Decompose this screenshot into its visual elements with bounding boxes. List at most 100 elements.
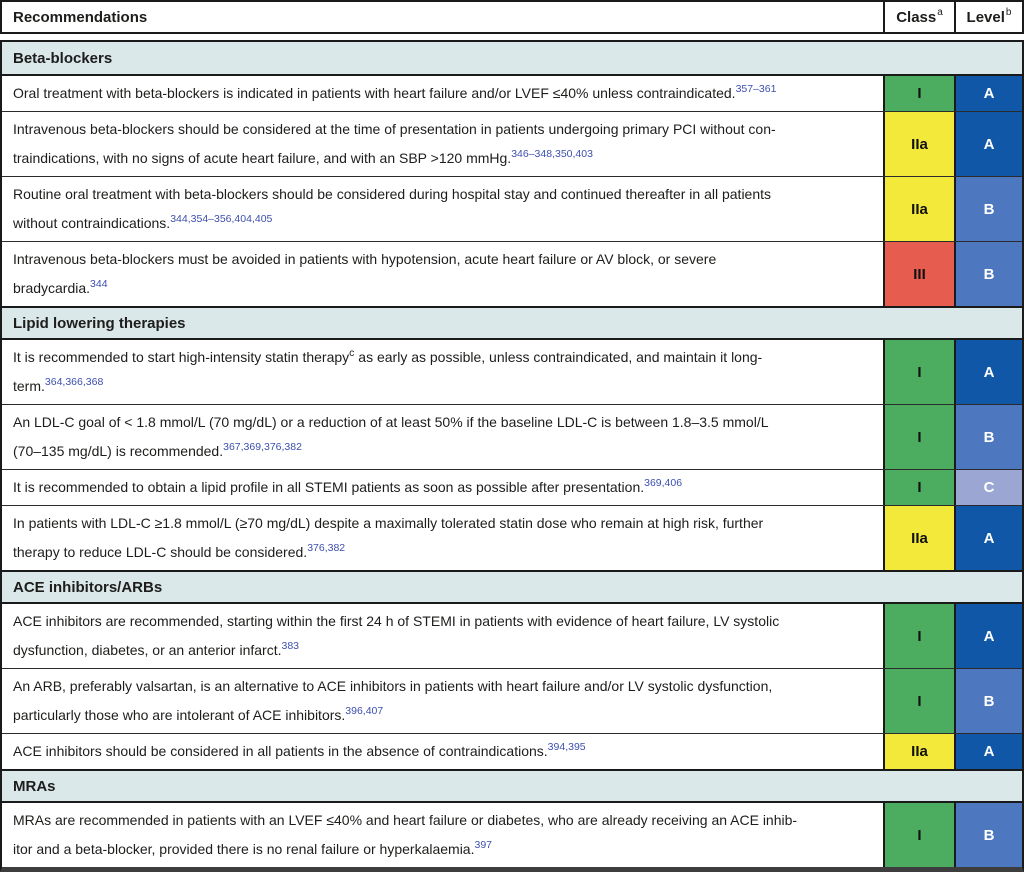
reference-superscript: 383 bbox=[281, 640, 300, 652]
reference-superscript: 369,406 bbox=[644, 477, 683, 489]
recommendation-text: It is recommended to obtain a lipid prof… bbox=[2, 470, 883, 505]
class-header-label: Class bbox=[896, 8, 937, 26]
section-title: ACE inhibitors/ARBs bbox=[13, 578, 163, 596]
section-header-row: Lipid lowering therapies bbox=[2, 306, 1022, 340]
table-row: It is recommended to start high-intensit… bbox=[2, 340, 1022, 404]
level-badge: A bbox=[954, 734, 1022, 769]
class-value: I bbox=[917, 479, 922, 496]
reference-superscript: 367,369,376,382 bbox=[223, 441, 302, 453]
class-badge: I bbox=[883, 340, 954, 404]
recommendation-text-segment: ACE inhibitors should be considered in a… bbox=[13, 743, 548, 759]
level-badge: A bbox=[954, 76, 1022, 111]
class-badge: IIa bbox=[883, 734, 954, 769]
level-badge: A bbox=[954, 340, 1022, 404]
class-badge: IIa bbox=[883, 506, 954, 570]
recommendation-text-segment: Routine oral treatment with beta-blocker… bbox=[13, 186, 772, 231]
recommendation-text: It is recommended to start high-intensit… bbox=[2, 340, 883, 404]
level-value: C bbox=[983, 479, 995, 496]
column-header-level: Level b bbox=[954, 2, 1022, 32]
reference-superscript: 344,354–356,404,405 bbox=[170, 213, 273, 225]
class-badge: IIa bbox=[883, 177, 954, 241]
recommendation-text: ACE inhibitors are recommended, starting… bbox=[2, 604, 883, 668]
reference-superscript: 344 bbox=[90, 278, 108, 290]
recommendation-text-segment: An ARB, preferably valsartan, is an alte… bbox=[13, 678, 773, 723]
footnote-superscript: c bbox=[349, 347, 355, 359]
section-header-row: ACE inhibitors/ARBs bbox=[2, 570, 1022, 604]
level-value: A bbox=[983, 627, 995, 645]
level-value: A bbox=[983, 529, 995, 547]
level-value: B bbox=[983, 826, 995, 844]
class-value: I bbox=[917, 826, 922, 844]
level-value: B bbox=[983, 200, 995, 218]
class-value: III bbox=[913, 265, 926, 283]
section-header-row: MRAs bbox=[2, 769, 1022, 803]
table-row: An ARB, preferably valsartan, is an alte… bbox=[2, 668, 1022, 733]
class-header-footnote-marker: a bbox=[937, 6, 943, 18]
level-value: A bbox=[983, 743, 995, 760]
recommendation-text: An ARB, preferably valsartan, is an alte… bbox=[2, 669, 883, 733]
reference-superscript: 394,395 bbox=[547, 741, 586, 753]
class-value: IIa bbox=[911, 200, 928, 218]
table-row: MRAs are recommended in patients with an… bbox=[2, 803, 1022, 867]
level-badge: B bbox=[954, 177, 1022, 241]
level-badge: C bbox=[954, 470, 1022, 505]
table-row: ACE inhibitors should be considered in a… bbox=[2, 733, 1022, 769]
class-badge: III bbox=[883, 242, 954, 306]
recommendation-text-segment: ACE inhibitors are recommended, starting… bbox=[13, 613, 780, 658]
class-value: IIa bbox=[911, 529, 928, 547]
recommendation-text: MRAs are recommended in patients with an… bbox=[2, 803, 883, 867]
table-body: Beta-blockers Oral treatment with beta-bl… bbox=[0, 40, 1024, 872]
recommendation-text: Intravenous beta-blockers must be avoide… bbox=[2, 242, 883, 306]
recommendation-text-segment: MRAs are recommended in patients with an… bbox=[13, 812, 798, 857]
reference-superscript: 376,382 bbox=[307, 542, 346, 554]
level-header-footnote-marker: b bbox=[1005, 6, 1012, 18]
column-header-recommendations: Recommendations bbox=[2, 2, 883, 32]
class-badge: I bbox=[883, 405, 954, 469]
recommendation-text: An LDL-C goal of < 1.8 mmol/L (70 mg/dL)… bbox=[2, 405, 883, 469]
table-row: In patients with LDL-C ≥1.8 mmol/L (≥70 … bbox=[2, 505, 1022, 570]
section-header-row: Beta-blockers bbox=[2, 42, 1022, 76]
class-value: IIa bbox=[911, 135, 928, 153]
class-badge: I bbox=[883, 669, 954, 733]
recommendation-text-segment: In patients with LDL-C ≥1.8 mmol/L (≥70 … bbox=[13, 515, 764, 560]
table-row: Intravenous beta-blockers should be cons… bbox=[2, 111, 1022, 176]
recommendation-text: Routine oral treatment with beta-blocker… bbox=[2, 177, 883, 241]
recommendation-text: Intravenous beta-blockers should be cons… bbox=[2, 112, 883, 176]
reference-superscript: 397 bbox=[474, 839, 493, 851]
recommendations-header-label: Recommendations bbox=[13, 8, 148, 26]
recommendation-text-segment: It is recommended to start high-intensit… bbox=[13, 349, 350, 365]
level-badge: A bbox=[954, 604, 1022, 668]
reference-superscript: 357–361 bbox=[735, 83, 777, 95]
recommendation-text-segment: Intravenous beta-blockers must be avoide… bbox=[13, 251, 717, 296]
level-badge: B bbox=[954, 405, 1022, 469]
recommendation-text-segment: It is recommended to obtain a lipid prof… bbox=[13, 479, 645, 495]
class-badge: I bbox=[883, 803, 954, 867]
guideline-recommendations-table: Recommendations Class a Level b Beta-block… bbox=[0, 0, 1024, 872]
level-badge: A bbox=[954, 506, 1022, 570]
recommendation-text-segment: Oral treatment with beta-blockers is ind… bbox=[13, 85, 736, 101]
level-badge: A bbox=[954, 112, 1022, 176]
class-value: I bbox=[917, 627, 922, 645]
section-title: MRAs bbox=[13, 777, 56, 795]
table-row: An LDL-C goal of < 1.8 mmol/L (70 mg/dL)… bbox=[2, 404, 1022, 469]
table-row: Oral treatment with beta-blockers is ind… bbox=[2, 76, 1022, 111]
level-value: A bbox=[983, 363, 995, 381]
recommendation-text-segment: Intravenous beta-blockers should be cons… bbox=[13, 121, 776, 166]
class-value: I bbox=[917, 363, 922, 381]
recommendation-text: In patients with LDL-C ≥1.8 mmol/L (≥70 … bbox=[2, 506, 883, 570]
class-value: I bbox=[917, 428, 922, 446]
column-header-class: Class a bbox=[883, 2, 954, 32]
level-badge: B bbox=[954, 803, 1022, 867]
reference-superscript: 364,366,368 bbox=[44, 376, 104, 388]
reference-superscript: 346–348,350,403 bbox=[511, 148, 593, 160]
class-value: I bbox=[917, 692, 922, 710]
reference-superscript: 396,407 bbox=[345, 705, 384, 717]
level-value: B bbox=[983, 692, 995, 710]
class-badge: I bbox=[883, 76, 954, 111]
class-badge: I bbox=[883, 470, 954, 505]
recommendation-text: Oral treatment with beta-blockers is ind… bbox=[2, 76, 883, 111]
section-title: Beta-blockers bbox=[13, 49, 113, 67]
table-header-row: Recommendations Class a Level b bbox=[0, 0, 1024, 34]
section-title: Lipid lowering therapies bbox=[13, 314, 186, 332]
recommendation-text-segment: An LDL-C goal of < 1.8 mmol/L (70 mg/dL)… bbox=[13, 414, 769, 459]
